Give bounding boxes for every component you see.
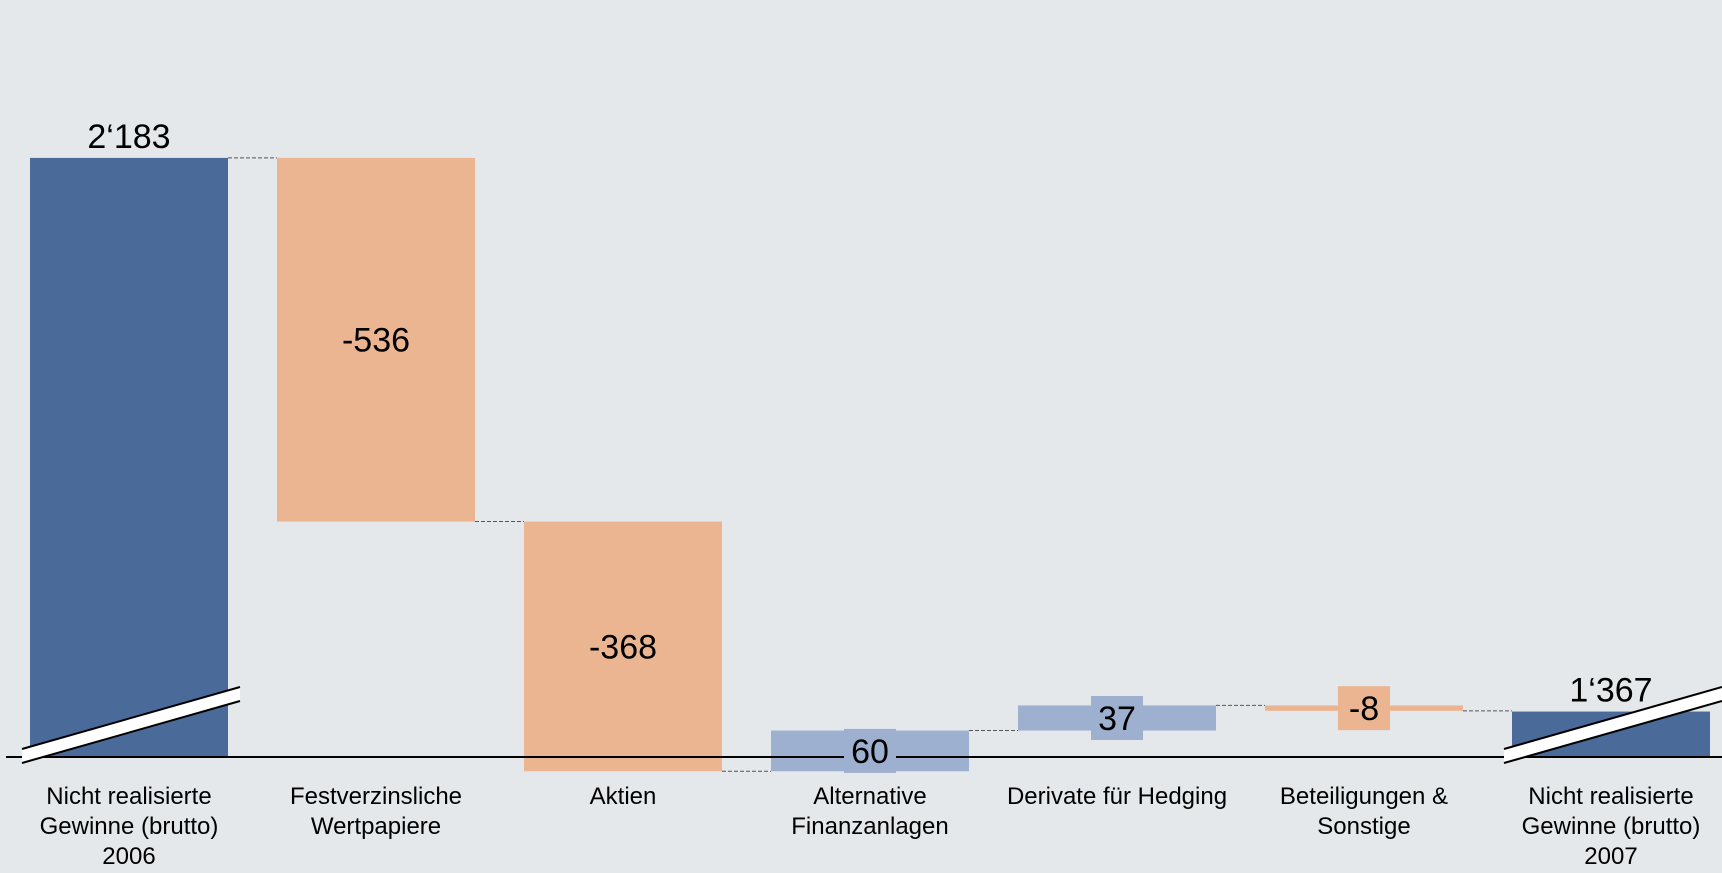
axis-break-mark — [22, 687, 240, 763]
axis-break-mark — [1504, 687, 1722, 763]
category-label: Nicht realisierte Gewinne (brutto) 2006 — [14, 782, 244, 872]
category-label-line: 2006 — [102, 843, 156, 870]
bar — [30, 157, 228, 757]
value-label: 2‘183 — [87, 118, 170, 156]
axis-break-line — [1503, 700, 1722, 764]
category-label-line: Nicht realisierte — [1528, 783, 1694, 810]
category-label-line: 2007 — [1584, 843, 1638, 870]
axis-break-line — [21, 700, 241, 764]
category-label: Nicht realisierte Gewinne (brutto) 2007 — [1496, 782, 1722, 872]
value-label: 1‘367 — [1569, 672, 1652, 710]
value-label: 60 — [851, 733, 889, 771]
category-label-line: Derivate für Hedging — [1006, 783, 1228, 810]
value-label: -8 — [1349, 690, 1379, 728]
category-label-line: Beteiligungen & — [1279, 783, 1449, 810]
category-label-line: Gewinne (brutto) — [1521, 813, 1701, 840]
category-label-line: Alternative — [813, 783, 927, 810]
category-label: Beteiligungen & Sonstige — [1249, 782, 1479, 842]
axis-break-line — [1503, 686, 1722, 750]
value-label: -536 — [342, 322, 410, 360]
category-label-line: Festverzinsliche — [289, 783, 463, 810]
category-label-line: Finanzanlagen — [791, 813, 949, 840]
category-label: Festverzinsliche Wertpapiere — [261, 782, 491, 842]
bar — [524, 521, 722, 772]
value-label: 37 — [1098, 700, 1136, 738]
value-label-box — [1338, 686, 1390, 731]
axis-break-line — [21, 686, 241, 750]
category-label: Derivate für Hedging — [1002, 782, 1232, 812]
value-label-box — [844, 728, 896, 773]
category-label-line: Wertpapiere — [310, 813, 442, 840]
category-label-line: Gewinne (brutto) — [39, 813, 219, 840]
category-label-line: Nicht realisierte — [46, 783, 212, 810]
category-label: Alternative Finanzanlagen — [755, 782, 985, 842]
value-label: -368 — [589, 628, 657, 666]
bar — [277, 157, 475, 522]
value-label-box — [1091, 695, 1143, 740]
category-label-line: Sonstige — [1317, 813, 1411, 840]
category-label-line: Aktien — [589, 783, 657, 810]
category-label: Aktien — [508, 782, 738, 812]
